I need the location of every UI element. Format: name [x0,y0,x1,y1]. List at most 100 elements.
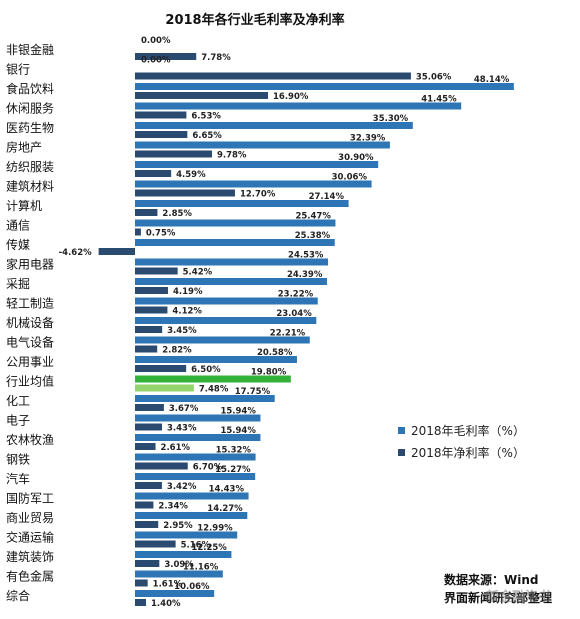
net-margin-bar [135,579,148,587]
gross-margin-label: 0.00% [141,56,171,66]
net-margin-bar [98,248,135,255]
gross-margin-label: 41.45% [421,95,457,105]
gross-margin-label: 27.14% [309,192,345,202]
net-margin-bar [135,599,147,606]
net-margin-bar [135,384,194,392]
category-label: 汽车 [6,471,30,486]
net-margin-label: 1.61% [153,580,183,590]
gross-margin-label: 20.58% [257,348,293,358]
gross-margin-bar [135,239,335,246]
legend-label-net: 2018年净利率（%） [411,445,525,460]
net-margin-bar [135,150,212,158]
category-label: 国防军工 [6,491,54,506]
net-margin-label: 9.78% [217,151,247,161]
gross-margin-label: 23.22% [278,290,314,300]
category-label: 家用电器 [6,257,54,272]
net-margin-bar [135,92,269,99]
net-margin-label: 3.43% [167,424,197,434]
net-margin-label: 4.19% [173,287,203,297]
gross-margin-label: 24.39% [287,270,323,280]
gross-margin-label: 32.39% [350,134,386,144]
net-margin-label: 1.40% [151,599,181,609]
legend-item-gross: 2018年毛利率（%） [398,419,525,441]
gross-margin-bar [135,102,462,110]
category-label: 综合 [6,588,30,603]
gross-margin-bar [135,161,379,168]
data-source: 数据来源：Wind 界面新闻研究部整理 [444,571,552,607]
category-label: 传媒 [6,237,30,252]
gross-margin-bar [135,551,232,558]
net-margin-bar [135,228,141,236]
category-label: 通信 [6,219,30,233]
bars [98,53,514,606]
category-label: 农林牧渔 [6,433,54,447]
net-margin-label: 7.48% [199,385,229,395]
gross-margin-label: 30.90% [338,153,374,163]
net-margin-bar [135,404,164,411]
net-margin-bar [135,365,187,372]
gross-margin-label: 30.06% [332,173,368,183]
gross-margin-bar [135,414,261,422]
gross-margin-bar [135,590,215,597]
category-labels: 非银金融银行食品饮料休闲服务医药生物房地产纺织服装建筑材料计算机通信传媒家用电器… [6,42,54,603]
gross-margin-bar [135,473,256,480]
gross-margin-bar [135,278,327,285]
category-label: 轻工制造 [6,297,54,311]
gross-margin-label: 24.53% [288,251,324,261]
gross-margin-label: 11.16% [183,563,219,573]
category-label: 化工 [6,394,30,408]
value-labels: 0.00% 7.78% 0.00% 35.06% 48.14% 16.90% 41.45% 6… [59,36,510,609]
legend-item-net: 2018年净利率（%） [398,441,525,463]
legend-swatch-net [398,448,405,456]
gross-margin-bar [135,317,317,324]
gross-margin-label: 10.06% [174,582,210,592]
net-margin-label: 3.42% [167,482,197,492]
gross-margin-label: 35.30% [373,114,409,124]
net-margin-label: 6.50% [191,365,221,375]
source-line-1: 数据来源：Wind [444,573,539,587]
gross-margin-label: 25.47% [295,212,331,222]
net-margin-bar [135,209,158,216]
net-margin-bar [135,170,172,177]
gross-margin-label: 22.21% [270,329,306,339]
category-label: 电子 [6,414,30,428]
net-margin-bar [135,189,235,197]
category-label: 食品饮料 [6,81,54,96]
net-margin-label: 3.45% [167,326,197,336]
net-margin-bar [135,131,188,138]
category-label: 非银金融 [6,42,54,57]
category-label: 纺织服装 [6,160,54,174]
gross-margin-bar [135,141,390,149]
legend-label-gross: 2018年毛利率（%） [411,423,525,438]
net-margin-bar [135,72,411,80]
category-label: 医药生物 [6,121,54,135]
net-margin-bar [135,326,163,333]
gross-margin-bar [135,570,223,578]
net-margin-bar [135,53,197,60]
gross-margin-bar [135,375,291,383]
watermark: 新金融洛书 [486,590,552,605]
net-margin-bar [135,521,159,528]
gross-margin-bar [135,200,349,207]
net-margin-bar [135,111,187,119]
gross-margin-label: 15.27% [215,465,251,475]
gross-margin-bar [135,180,372,188]
gross-margin-bar [135,453,256,461]
gross-margin-bar [135,434,261,441]
gross-margin-bar [135,395,275,402]
category-label: 有色金属 [6,569,54,584]
net-margin-label: 6.70% [193,463,223,473]
legend-swatch-gross [398,426,405,434]
net-margin-bar [135,345,158,353]
net-margin-label: 3.67% [169,404,199,414]
gross-margin-label: 19.80% [251,368,287,378]
net-margin-label: 4.59% [176,170,206,180]
net-margin-label: 3.09% [164,560,194,570]
gross-margin-bar [135,83,514,90]
category-label: 建筑材料 [6,179,54,194]
net-margin-bar [135,287,168,294]
gross-margin-bar [135,122,413,129]
gross-margin-bar [135,258,329,266]
net-margin-label: 0.75% [146,229,176,239]
